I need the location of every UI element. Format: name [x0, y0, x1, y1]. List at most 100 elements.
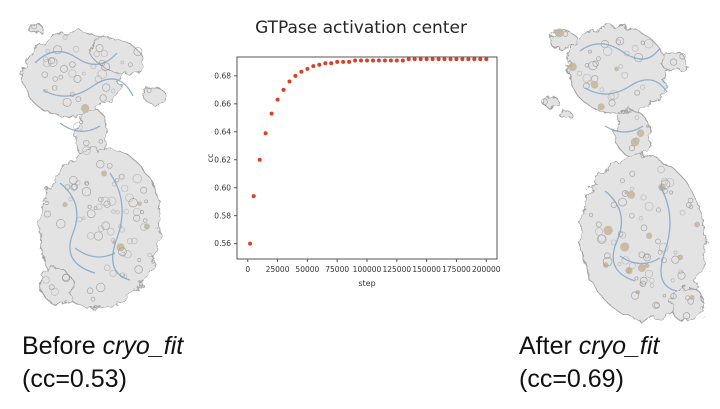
density-bump [669, 190, 674, 195]
density-bump [72, 46, 80, 53]
y-tick-label: 0.60 [214, 183, 231, 192]
density-bump [125, 193, 134, 202]
data-point [371, 58, 375, 63]
density-bump [624, 190, 629, 195]
density-bump [576, 70, 583, 77]
density-bump [670, 278, 675, 283]
density-bump [81, 187, 92, 197]
data-point [376, 58, 381, 63]
density-bump [133, 214, 141, 222]
density-bump [42, 58, 52, 68]
density-bump [670, 293, 677, 300]
density-bump [639, 280, 647, 287]
density-bump [75, 180, 81, 186]
density-bump [640, 40, 645, 45]
density-bump [595, 221, 602, 228]
density-bump [52, 85, 58, 91]
density-bump [657, 165, 665, 174]
density-bump [639, 276, 648, 285]
density-bump [111, 209, 116, 214]
caption-after-cc: (cc=0.69) [519, 365, 624, 393]
density-bump [541, 98, 548, 106]
density-bump [588, 49, 592, 54]
density-bump [599, 87, 605, 93]
density-bump [644, 269, 654, 278]
caption-before-label: Before cryo_fit [22, 332, 184, 360]
density-lobe [143, 87, 167, 105]
density-bump [114, 177, 120, 183]
model-ribbon [604, 125, 644, 133]
data-point [478, 57, 483, 62]
density-bump [665, 177, 675, 188]
density-surface [542, 25, 706, 323]
density-bump [673, 250, 678, 255]
data-point [388, 58, 393, 63]
density-bump [101, 170, 108, 177]
plot-frame [236, 56, 498, 260]
data-point [424, 57, 429, 62]
density-bump [118, 173, 125, 180]
density-bump [99, 94, 107, 102]
density-bump [41, 71, 49, 78]
density-bump [596, 56, 601, 61]
molecule-before-image [22, 22, 167, 309]
data-point [299, 69, 304, 74]
density-bump [62, 97, 72, 107]
density-bump [638, 251, 646, 258]
density-bump [603, 46, 613, 56]
density-bump [75, 96, 82, 102]
data-point [248, 241, 253, 246]
density-bump [620, 242, 630, 252]
density-bump [115, 210, 120, 215]
data-point [442, 57, 447, 62]
density-bump [82, 71, 86, 76]
density-bump [56, 219, 66, 229]
density-bump [84, 180, 90, 186]
y-axis-label: cc [206, 154, 215, 163]
density-bump [629, 212, 635, 219]
data-point [448, 57, 453, 62]
density-bump [631, 45, 639, 52]
density-bump [107, 196, 117, 206]
density-bump [31, 23, 37, 30]
molecule-after-image [541, 25, 706, 323]
density-bump [617, 262, 622, 267]
density-bump [62, 202, 68, 208]
density-bump [621, 71, 629, 79]
density-bump [83, 139, 90, 147]
y-tick-label: 0.58 [214, 211, 231, 220]
x-tick-label: 100000 [353, 265, 382, 274]
density-bump [628, 145, 635, 152]
density-bump [670, 58, 678, 66]
density-bump [52, 76, 58, 82]
data-point [275, 97, 280, 102]
density-bump [106, 162, 113, 169]
density-bump [637, 263, 646, 273]
model-ribbon [34, 51, 118, 65]
data-point [394, 58, 399, 63]
data-point [400, 58, 405, 63]
density-bump [661, 257, 667, 264]
density-bump [660, 177, 669, 186]
model-ribbon [659, 185, 678, 292]
y-tick-label: 0.64 [214, 127, 231, 136]
data-point [365, 58, 369, 63]
density-bump [627, 190, 636, 199]
x-tick-label: 25000 [266, 265, 290, 274]
density-bump [42, 56, 49, 62]
density-bump [657, 249, 663, 255]
density-bump [689, 294, 695, 301]
density-bump [62, 34, 68, 40]
density-bump [620, 178, 625, 184]
density-bump [614, 66, 619, 72]
density-bump [123, 208, 130, 215]
data-point [412, 57, 417, 62]
density-bump [652, 301, 660, 309]
density-bump [96, 160, 105, 169]
y-tick-label: 0.62 [214, 155, 231, 164]
density-bump [80, 104, 90, 113]
density-bump [96, 282, 106, 293]
density-bump [603, 225, 613, 236]
density-bump [106, 227, 115, 236]
data-point [317, 62, 322, 67]
